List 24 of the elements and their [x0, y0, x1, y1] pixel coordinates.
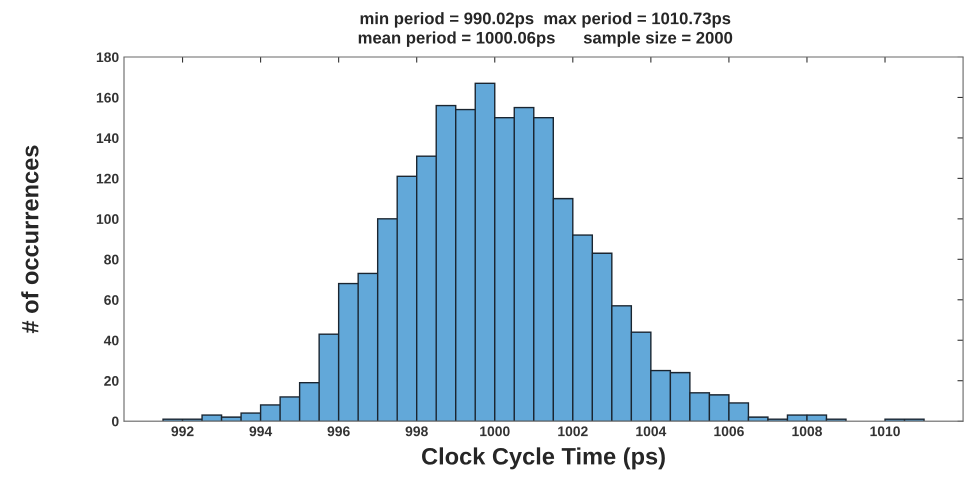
- x-tick-label: 1002: [558, 426, 588, 436]
- x-tick-label: 1010: [870, 426, 900, 436]
- x-tick-label: 1006: [714, 426, 744, 436]
- x-tick-label: 1004: [636, 426, 666, 436]
- y-tick-label: 20: [104, 376, 119, 386]
- x-tick-label: 998: [406, 426, 428, 436]
- x-tick-label: 996: [328, 426, 350, 436]
- y-tick-label: 100: [96, 214, 119, 224]
- chart-title: min period = 990.02ps max period = 1010.73ps: [360, 12, 730, 28]
- y-axis-title: # of occurrences: [21, 146, 39, 334]
- y-tick-label: 40: [104, 336, 119, 346]
- y-tick-label: 160: [96, 92, 119, 103]
- x-tick-label: 994: [249, 426, 272, 436]
- y-tick-label: 120: [96, 174, 119, 184]
- x-tick-label: 992: [171, 426, 194, 436]
- chart-subtitle: mean period = 1000.06ps sample size = 2000: [358, 31, 732, 47]
- y-tick-label: 0: [112, 416, 119, 426]
- x-tick-label: 1008: [792, 426, 822, 436]
- y-tick-label: 140: [96, 133, 119, 144]
- y-tick-label: 80: [104, 254, 119, 264]
- y-tick-label: 60: [104, 295, 119, 305]
- x-tick-label: 1000: [480, 426, 510, 436]
- y-tick-label: 180: [96, 52, 119, 62]
- x-axis-title: Clock Cycle Time (ps): [422, 447, 665, 470]
